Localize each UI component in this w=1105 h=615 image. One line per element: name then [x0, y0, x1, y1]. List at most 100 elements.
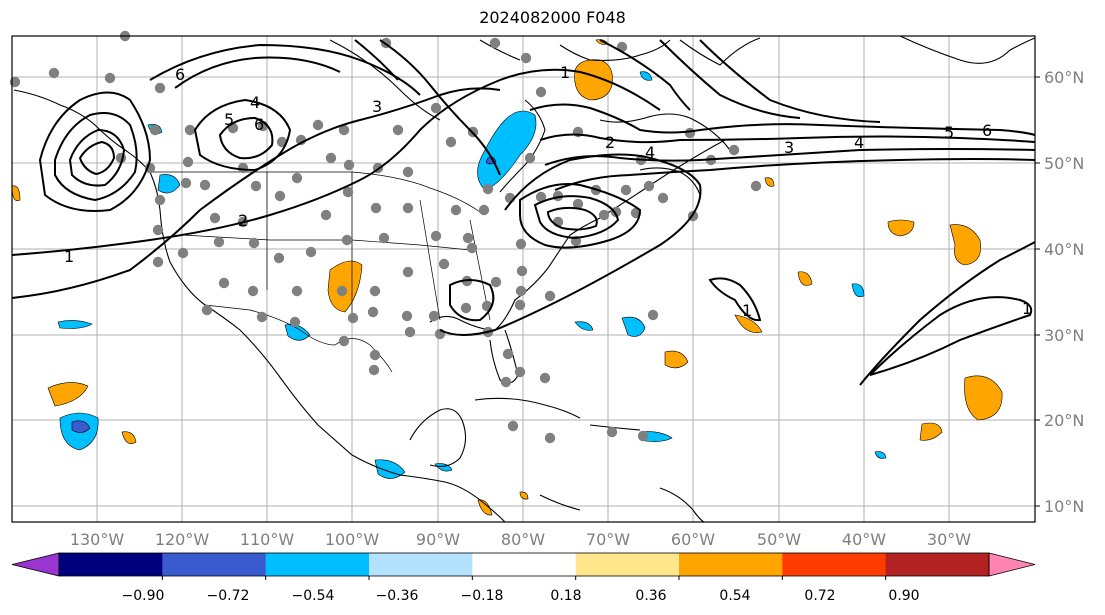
colorbar-tick-label: 0.36 [635, 588, 666, 604]
station-marker [460, 302, 472, 314]
station-marker [338, 335, 350, 347]
station-marker [544, 290, 556, 302]
station-marker [256, 311, 268, 323]
colorbar-segment [162, 553, 267, 576]
lon-label: 100°W [325, 530, 380, 549]
station-marker [336, 285, 348, 297]
station-marker [367, 306, 379, 318]
station-marker [289, 316, 301, 328]
station-marker [369, 285, 381, 297]
contour-label: 3 [784, 138, 794, 157]
station-marker [544, 432, 556, 444]
station-marker [152, 224, 164, 236]
contour-label: 2 [605, 133, 615, 152]
colorbar-segment [575, 553, 680, 576]
lon-label: 50°W [757, 530, 801, 549]
station-marker [104, 72, 116, 84]
station-marker [341, 234, 353, 246]
colorbar-segment [885, 553, 990, 576]
station-marker [478, 204, 490, 216]
station-marker [343, 159, 355, 171]
contour-label: 4 [854, 133, 864, 152]
station-marker [535, 191, 547, 203]
station-marker [516, 265, 528, 277]
lon-label: 90°W [416, 530, 460, 549]
station-marker [247, 285, 259, 297]
station-marker [320, 209, 332, 221]
station-marker [643, 180, 655, 192]
colorbar-extend-low [11, 552, 60, 577]
lon-label: 70°W [586, 530, 630, 549]
colorbar-segment [265, 553, 370, 576]
station-marker [606, 426, 618, 438]
station-marker [620, 184, 632, 196]
station-marker [218, 277, 230, 289]
colorbar-segment [679, 553, 783, 576]
colorbar-tick-label: −0.18 [461, 588, 504, 604]
political-borders [150, 171, 491, 373]
shaded-anomalies [11, 39, 1003, 516]
station-marker [154, 194, 166, 206]
station-marker [728, 144, 740, 156]
station-marker [515, 238, 527, 250]
contour-label: 3 [372, 97, 382, 116]
map-frame [11, 35, 1036, 523]
lon-label: 40°W [842, 530, 886, 549]
station-marker [401, 310, 413, 322]
lat-label: 60°N [1044, 68, 1084, 87]
lon-label: 30°W [927, 530, 971, 549]
station-marker [209, 212, 221, 224]
station-marker [152, 256, 164, 268]
colorbar-segment [369, 553, 473, 576]
station-marker [428, 310, 440, 322]
station-marker [291, 172, 303, 184]
station-marker [535, 86, 547, 98]
contour-lines [11, 39, 1036, 386]
station-marker [199, 179, 211, 191]
station-marker [9, 76, 21, 88]
gridlines [12, 36, 1035, 522]
longitude-labels: 130°W 120°W 110°W 100°W 90°W 80°W 70°W 6… [70, 530, 971, 549]
station-marker [402, 266, 414, 278]
colorbar-tick-label: −0.72 [207, 588, 250, 604]
station-points [9, 30, 762, 444]
station-marker [462, 232, 474, 244]
station-marker [154, 82, 166, 94]
station-marker [180, 177, 192, 189]
station-marker [500, 376, 512, 388]
station-marker [598, 209, 610, 221]
station-marker [392, 124, 404, 136]
station-marker [291, 285, 303, 297]
station-marker [637, 430, 649, 442]
lat-label: 30°N [1044, 326, 1084, 345]
station-marker [520, 52, 532, 64]
station-marker [572, 198, 584, 210]
latitude-labels: 60°N 50°N 40°N 30°N 20°N 10°N [1035, 68, 1084, 516]
station-marker [370, 202, 382, 214]
contour-label: 1 [64, 247, 74, 266]
contour-label: 5 [944, 123, 954, 142]
station-marker [515, 285, 527, 297]
contour-label: 6 [982, 121, 992, 140]
station-marker [450, 204, 462, 216]
contour-label: 2 [238, 211, 248, 230]
colorbar-tick-labels: −0.90 −0.72 −0.54 −0.36 −0.18 0.18 0.36 … [122, 588, 920, 604]
station-marker [490, 276, 502, 288]
station-marker [402, 202, 414, 214]
contour-label: 5 [224, 110, 234, 129]
station-marker [524, 152, 536, 164]
station-marker [507, 420, 519, 432]
contour-label: 1 [560, 63, 570, 82]
colorbar-segment [782, 553, 887, 576]
colorbar-tick-label: −0.90 [122, 588, 165, 604]
colorbar-tick-label: −0.54 [292, 588, 335, 604]
station-marker [237, 162, 249, 174]
colorbar-tick-label: 0.18 [550, 588, 581, 604]
lat-label: 20°N [1044, 411, 1084, 430]
station-marker [514, 299, 526, 311]
station-marker [250, 180, 262, 192]
station-marker [539, 372, 551, 384]
station-marker [489, 37, 501, 49]
station-marker [445, 136, 457, 148]
